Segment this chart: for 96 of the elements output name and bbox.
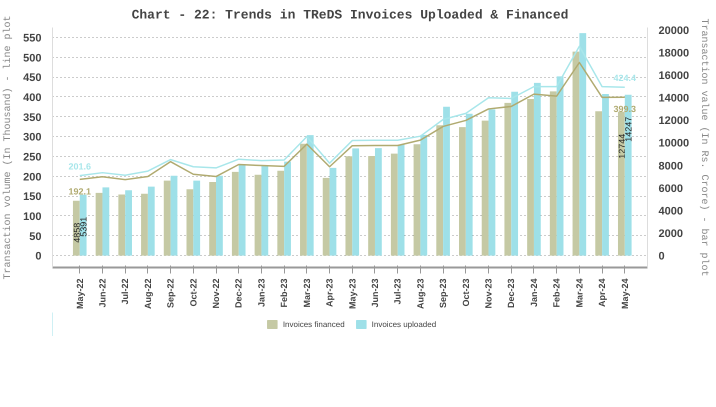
- x-tick-label: Apr-23: [324, 278, 335, 308]
- bar: [527, 98, 534, 256]
- y-tick-label: 450: [23, 72, 42, 84]
- x-tick-label: Dec-22: [234, 278, 244, 308]
- y-tick-label: 250: [23, 151, 42, 164]
- x-tick-label: Oct-22: [188, 278, 198, 307]
- x-tick-label: Aug-23: [415, 278, 426, 309]
- y2-tick-label: 4000: [658, 205, 683, 218]
- y2-tick-label: 14000: [658, 92, 690, 105]
- y-tick-label: 500: [23, 52, 42, 64]
- bar: [186, 189, 194, 256]
- bar: [398, 144, 405, 256]
- x-tick-label: Sep-23: [438, 278, 448, 308]
- y-tick-label: 400: [23, 92, 42, 104]
- x-tick-label: Jul-22: [120, 278, 130, 305]
- bar: [482, 120, 489, 256]
- bar: [209, 182, 216, 256]
- data-label: 424.4: [614, 73, 636, 84]
- bar: [390, 154, 398, 256]
- y2-tick-label: 0: [658, 250, 665, 263]
- bar: [102, 187, 110, 256]
- bar: [216, 176, 223, 256]
- bar: [170, 176, 178, 256]
- x-tick-label: Dec-23: [506, 278, 516, 308]
- bar: [261, 165, 268, 256]
- bar: [164, 180, 171, 256]
- bar: [345, 156, 352, 256]
- legend-label: Invoices financed: [282, 320, 345, 328]
- y2-tick-label: 12000: [658, 115, 690, 128]
- legend-label: Invoices uploaded: [372, 320, 436, 328]
- y2-tick-label: 2000: [658, 228, 683, 240]
- x-tick-label: Nov-23: [484, 278, 494, 309]
- x-tick-label: May-23: [347, 278, 358, 310]
- y-tick-label: 300: [23, 132, 42, 144]
- y2-tick-label: 16000: [658, 70, 690, 82]
- bar: [368, 156, 375, 256]
- bar: [96, 192, 102, 256]
- bar: [436, 125, 444, 256]
- bar: [572, 52, 580, 256]
- bar: [254, 174, 262, 256]
- bar: [232, 172, 239, 256]
- bar: [300, 144, 307, 256]
- y2-tick-label: 18000: [658, 47, 690, 60]
- y-tick-label: 200: [23, 171, 42, 184]
- x-tick-label: Sep-22: [166, 278, 176, 308]
- data-label: 5391: [78, 216, 89, 237]
- bar: [550, 91, 557, 256]
- bar: [118, 194, 126, 256]
- bar: [148, 186, 155, 256]
- x-tick-label: Jun-22: [97, 278, 108, 308]
- bar: [374, 148, 382, 256]
- bar: [504, 102, 512, 256]
- x-tick-label: Jun-23: [370, 278, 380, 308]
- x-tick-label: Mar-24: [574, 278, 584, 308]
- x-tick-label: Mar-23: [302, 278, 312, 308]
- x-tick-label: Nov-22: [211, 278, 222, 309]
- y2-tick-label: 20000: [658, 24, 690, 37]
- bar: [488, 109, 496, 256]
- bar: [193, 180, 200, 256]
- data-label: 201.6: [68, 162, 92, 172]
- x-tick-label: Feb-24: [552, 278, 562, 308]
- bar: [238, 165, 246, 256]
- y2-tick-label: 6000: [658, 182, 683, 195]
- x-tick-label: Feb-23: [279, 278, 290, 308]
- x-tick-label: Apr-24: [597, 278, 608, 308]
- y2-axis-title: Transaction value (In Rs. Crore) - bar plot: [698, 18, 710, 277]
- data-label: 192.1: [68, 186, 92, 196]
- y-tick-label: 50: [29, 230, 42, 243]
- bar: [602, 94, 609, 256]
- x-tick-label: Jan-23: [256, 278, 266, 308]
- x-tick-label: Aug-22: [142, 278, 153, 309]
- y-tick-label: 550: [23, 32, 42, 44]
- x-tick-label: Jul-23: [392, 278, 403, 305]
- y-tick-label: 100: [23, 210, 42, 223]
- y2-tick-label: 10000: [658, 138, 690, 150]
- bar: [618, 112, 625, 256]
- bar: [595, 111, 602, 256]
- bar: [459, 127, 466, 256]
- x-tick-label: May-22: [74, 278, 85, 310]
- x-tick-label: Oct-23: [460, 278, 471, 307]
- y2-tick-label: 8000: [658, 160, 683, 172]
- bar: [125, 190, 132, 256]
- bar: [330, 168, 336, 256]
- bar: [141, 194, 148, 256]
- x-tick-label: Jan-24: [528, 278, 539, 308]
- data-label: 14247: [624, 116, 634, 142]
- bar: [352, 148, 360, 256]
- y-tick-label: 350: [23, 112, 42, 124]
- bar: [414, 144, 420, 256]
- bar: [322, 178, 330, 256]
- chart-title: Chart - 22: Trends in TReDS Invoices Uploaded & Financed: [132, 8, 568, 22]
- y-axis-title: Transaction volume (In Thousand) - line plot: [2, 15, 14, 280]
- y-tick-label: 150: [23, 191, 42, 204]
- x-tick-label: May-24: [620, 278, 630, 310]
- bar: [277, 170, 284, 256]
- y-tick-label: 0: [35, 250, 42, 263]
